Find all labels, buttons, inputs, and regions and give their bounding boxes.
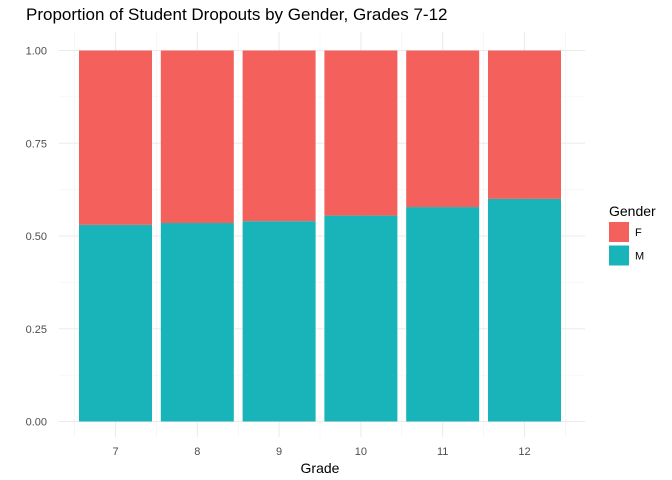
bar-m-grade-11 [406,207,480,422]
legend-swatch-m [609,245,629,266]
bar-m-grade-7 [79,224,152,422]
bar-m-grade-8 [160,223,234,422]
bar-f-grade-11 [406,50,480,208]
x-tick-label: 9 [276,446,282,458]
x-tick-label: 10 [355,446,367,458]
legend: Gender FM [609,203,656,266]
y-tick-label: 0.25 [26,324,47,336]
legend-title: Gender [609,203,656,219]
bar-f-grade-10 [324,50,398,216]
y-axis-tick-labels: 0.00 0.25 0.50 0.75 1.00 [26,46,47,429]
bar-f-grade-9 [242,50,316,222]
x-tick-label: 8 [194,446,200,458]
y-tick-label: 0.50 [26,231,47,243]
bars [79,50,561,422]
legend-swatch-f [609,222,629,242]
bar-f-grade-12 [488,50,561,199]
bar-f-grade-7 [79,50,152,225]
y-tick-label: 0.75 [26,138,47,150]
y-tick-label: 1.00 [26,46,47,58]
legend-label-f: F [635,227,642,239]
chart-title: Proportion of Student Dropouts by Gender… [26,5,447,24]
bar-f-grade-8 [160,50,234,224]
y-tick-label: 0.00 [26,417,47,429]
x-tick-label: 7 [112,446,118,458]
x-tick-label: 12 [518,446,530,458]
bar-m-grade-10 [324,215,398,422]
x-tick-label: 11 [437,446,448,458]
x-axis-tick-labels: 7 8 9 10 11 12 [112,446,530,458]
legend-entries: FM [609,222,644,266]
bar-m-grade-12 [488,198,561,422]
x-axis-title: Grade [301,460,340,476]
bar-m-grade-9 [242,221,316,422]
legend-label-m: M [635,251,644,263]
